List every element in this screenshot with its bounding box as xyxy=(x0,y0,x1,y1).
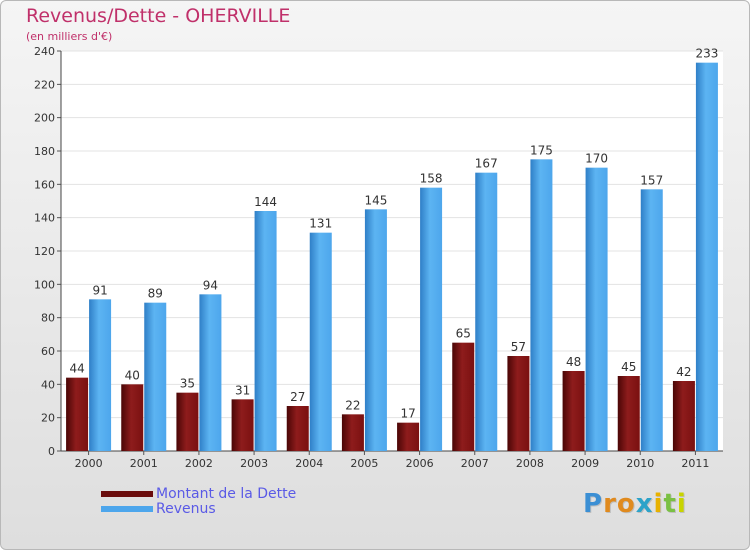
y-tick-label: 80 xyxy=(41,312,55,325)
x-tick-label: 2000 xyxy=(75,457,103,470)
y-tick-label: 100 xyxy=(34,278,55,291)
bar-revenus xyxy=(695,62,718,452)
legend-label-dette: Montant de la Dette xyxy=(156,486,297,502)
bar-dette xyxy=(672,381,695,451)
legend-swatch-dette xyxy=(101,491,153,497)
data-label: 157 xyxy=(640,173,663,187)
y-tick-label: 180 xyxy=(34,145,55,158)
brand-letter: i xyxy=(653,489,664,519)
bar-revenus xyxy=(585,167,608,451)
data-label: 42 xyxy=(676,365,691,379)
legend-label-revenus: Revenus xyxy=(156,501,216,517)
y-tick-label: 20 xyxy=(41,412,55,425)
bar-revenus xyxy=(309,232,332,451)
x-tick-label: 2008 xyxy=(516,457,544,470)
x-tick-label: 2006 xyxy=(406,457,434,470)
y-tick-label: 40 xyxy=(41,378,55,391)
brand-letter: P xyxy=(583,489,604,519)
bar-dette xyxy=(452,342,475,451)
x-tick-label: 2009 xyxy=(571,457,599,470)
bar-dette xyxy=(121,384,144,451)
data-label: 22 xyxy=(345,398,360,412)
data-label: 131 xyxy=(309,217,332,231)
data-label: 45 xyxy=(621,360,636,374)
x-tick-label: 2005 xyxy=(350,457,378,470)
data-label: 31 xyxy=(235,383,250,397)
x-tick-label: 2004 xyxy=(295,457,323,470)
bar-dette xyxy=(286,406,309,451)
data-label: 233 xyxy=(695,47,718,61)
data-label: 44 xyxy=(69,362,84,376)
data-label: 57 xyxy=(511,340,526,354)
y-tick-label: 200 xyxy=(34,112,55,125)
bar-revenus xyxy=(420,187,443,451)
data-label: 27 xyxy=(290,390,305,404)
bar-dette xyxy=(231,399,254,451)
data-label: 158 xyxy=(420,172,443,186)
x-tick-label: 2010 xyxy=(626,457,654,470)
bar-dette xyxy=(507,356,530,451)
data-label: 40 xyxy=(125,368,140,382)
x-tick-label: 2001 xyxy=(130,457,158,470)
x-tick-label: 2003 xyxy=(240,457,268,470)
data-label: 91 xyxy=(92,283,107,297)
bar-dette xyxy=(66,377,89,451)
bar-revenus xyxy=(640,189,663,452)
bar-dette xyxy=(176,392,199,451)
chart-title: Revenus/Dette - OHERVILLE xyxy=(26,5,291,27)
chart-subtitle: (en milliers d'€) xyxy=(26,30,113,43)
data-label: 167 xyxy=(475,157,498,171)
y-tick-label: 120 xyxy=(34,245,55,258)
data-label: 89 xyxy=(148,287,163,301)
bar-revenus xyxy=(530,159,553,452)
bar-dette xyxy=(562,371,585,451)
x-tick-label: 2011 xyxy=(681,457,709,470)
brand-letter: i xyxy=(676,489,687,519)
data-label: 35 xyxy=(180,377,195,391)
legend-swatch-revenus xyxy=(101,506,153,512)
bar-dette xyxy=(341,414,364,451)
bar-revenus xyxy=(144,302,167,451)
y-tick-label: 220 xyxy=(34,78,55,91)
brand-letter: t xyxy=(663,489,677,519)
data-label: 94 xyxy=(203,278,218,292)
data-label: 65 xyxy=(456,327,471,341)
bar-dette xyxy=(397,422,420,451)
brand-logo: Proxiti xyxy=(583,489,687,519)
brand-letter: r xyxy=(603,489,617,519)
brand-letter: x xyxy=(635,489,654,519)
bar-revenus xyxy=(199,294,222,451)
data-label: 48 xyxy=(566,355,581,369)
bar-revenus xyxy=(475,172,498,451)
x-tick-label: 2002 xyxy=(185,457,213,470)
y-tick-label: 140 xyxy=(34,212,55,225)
data-label: 144 xyxy=(254,195,277,209)
bar-dette xyxy=(617,376,640,451)
y-tick-label: 60 xyxy=(41,345,55,358)
y-tick-label: 0 xyxy=(48,445,55,458)
x-tick-label: 2007 xyxy=(461,457,489,470)
data-label: 170 xyxy=(585,152,608,166)
bar-revenus xyxy=(254,211,277,451)
y-tick-label: 240 xyxy=(34,45,55,58)
data-label: 17 xyxy=(400,407,415,421)
y-tick-label: 160 xyxy=(34,178,55,191)
bar-revenus xyxy=(364,209,387,451)
brand-letter: o xyxy=(616,489,636,519)
bar-revenus xyxy=(89,299,112,451)
data-label: 175 xyxy=(530,143,553,157)
data-label: 145 xyxy=(364,193,387,207)
